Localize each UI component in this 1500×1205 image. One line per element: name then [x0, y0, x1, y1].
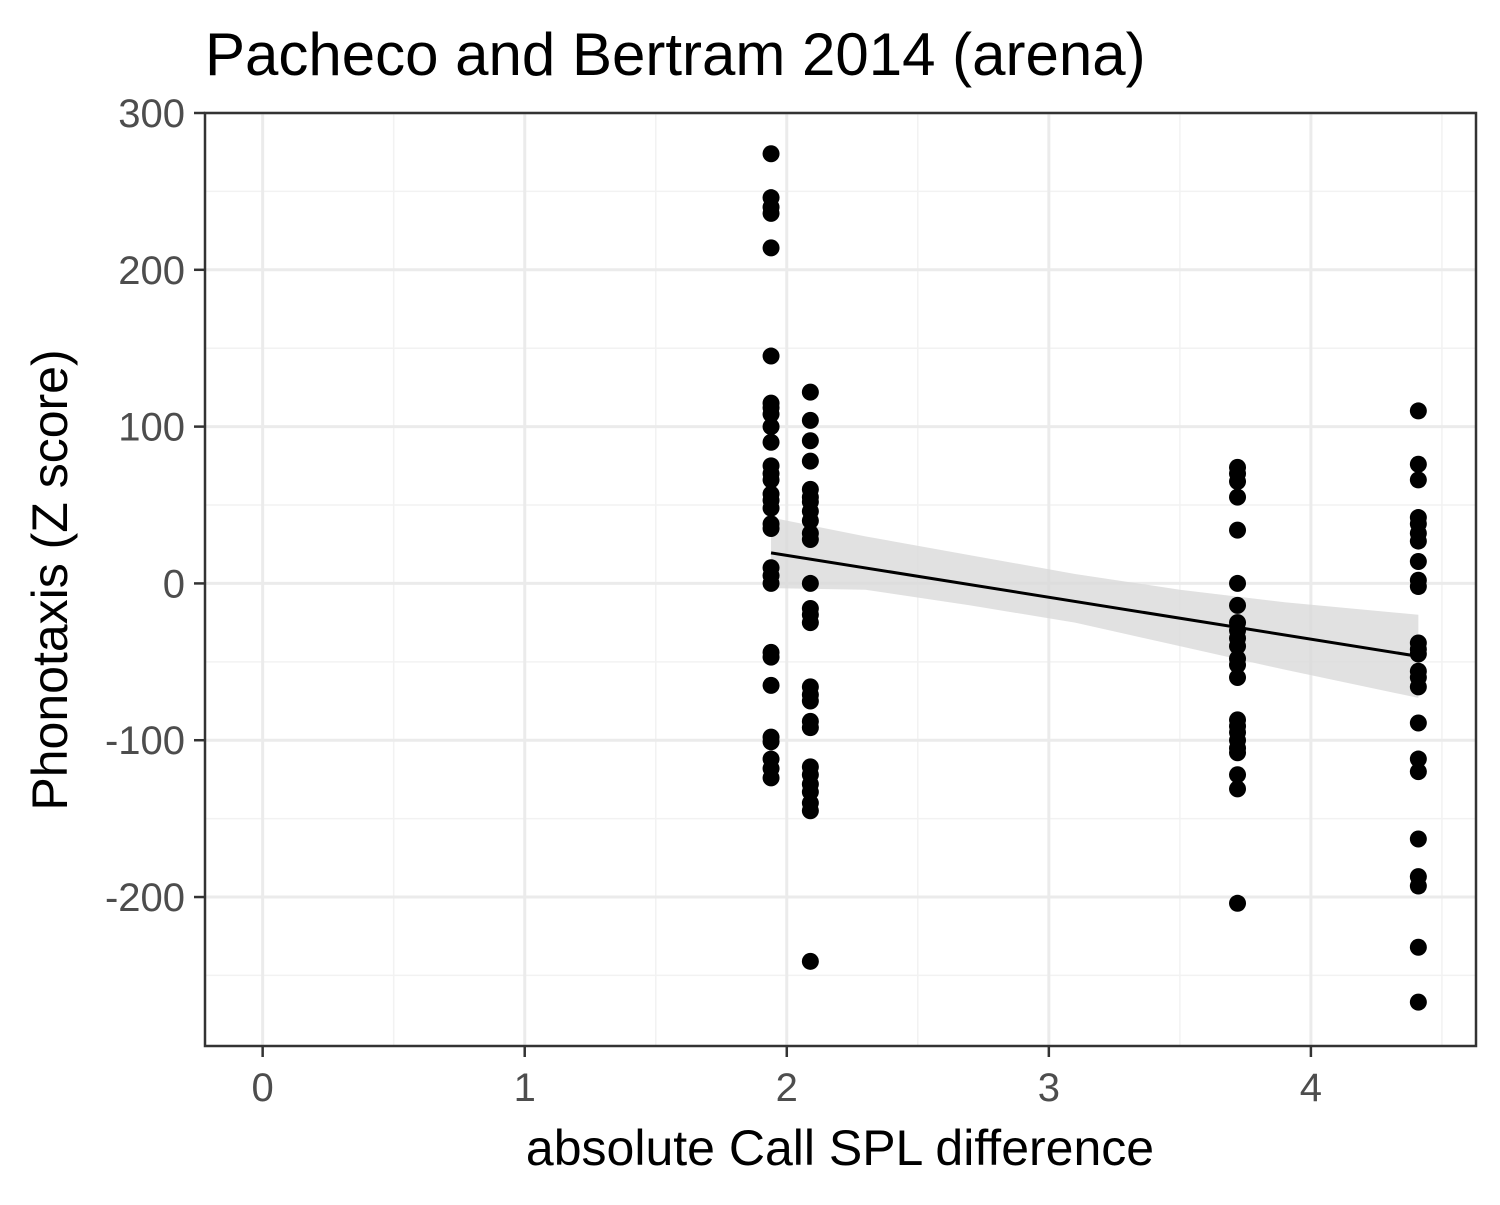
data-point [1409, 532, 1427, 550]
data-point [762, 769, 780, 787]
data-point [1409, 830, 1427, 848]
x-tick-label: 4 [1300, 1066, 1322, 1110]
data-point [1229, 766, 1247, 784]
data-point [762, 433, 780, 451]
y-axis-label: Phonotaxis (Z score) [22, 349, 78, 810]
data-point [1409, 763, 1427, 781]
data-point [762, 733, 780, 751]
data-point [801, 383, 819, 401]
regression-line [770, 551, 1419, 658]
data-point [1409, 678, 1427, 696]
data-point [1409, 471, 1427, 489]
data-point [762, 648, 780, 666]
y-tick-label: 0 [163, 562, 185, 606]
data-point [762, 471, 780, 489]
data-point [1229, 472, 1247, 490]
data-point [801, 614, 819, 632]
data-point [1409, 578, 1427, 596]
data-point [1229, 488, 1247, 506]
y-tick-label: -200 [105, 876, 185, 920]
data-point [801, 574, 819, 592]
x-tick-label: 1 [514, 1066, 536, 1110]
data-point [1409, 877, 1427, 895]
data-point [801, 512, 819, 530]
data-point [1409, 714, 1427, 732]
data-point [762, 145, 780, 163]
x-tick-label: 0 [252, 1066, 274, 1110]
data-point [762, 347, 780, 365]
data-point [801, 692, 819, 710]
data-point [762, 676, 780, 694]
y-tick-label: 300 [118, 92, 185, 136]
data-point [801, 952, 819, 970]
confidence-band [771, 517, 1419, 698]
x-tick-label: 3 [1038, 1066, 1060, 1110]
data-point [801, 802, 819, 820]
data-point [801, 531, 819, 549]
data-point [1409, 455, 1427, 473]
chart-title: Pacheco and Bertram 2014 (arena) [205, 21, 1146, 88]
data-point [1409, 750, 1427, 768]
data-point [762, 204, 780, 222]
data-point [1229, 780, 1247, 798]
data-point [1409, 645, 1427, 663]
data-point [1409, 938, 1427, 956]
data-point [1229, 744, 1247, 762]
data-point [801, 411, 819, 429]
data-point [1229, 637, 1247, 655]
panel-border [203, 111, 1478, 1048]
plot-area: 0 1 2 3 4 -200 -100 0 100 200 300 [105, 92, 1478, 1110]
data-point [801, 452, 819, 470]
x-tick-label: 2 [776, 1066, 798, 1110]
data-point [762, 418, 780, 436]
data-point [801, 719, 819, 737]
data-point [762, 520, 780, 538]
data-point [801, 432, 819, 450]
data-point [1229, 656, 1247, 674]
data-point [762, 239, 780, 257]
x-axis-label: absolute Call SPL difference [526, 1120, 1154, 1176]
data-point [1229, 669, 1247, 687]
data-point [1229, 574, 1247, 592]
data-point [762, 499, 780, 517]
data-point [1409, 993, 1427, 1011]
data-point [1229, 596, 1247, 614]
data-point [1229, 894, 1247, 912]
y-tick-label: 200 [118, 249, 185, 293]
data-point [762, 574, 780, 592]
y-tick-label: -100 [105, 719, 185, 763]
data-point [1229, 521, 1247, 539]
y-tick-label: 100 [118, 406, 185, 450]
data-point [762, 405, 780, 423]
data-point [1409, 552, 1427, 570]
data-point [1409, 402, 1427, 420]
